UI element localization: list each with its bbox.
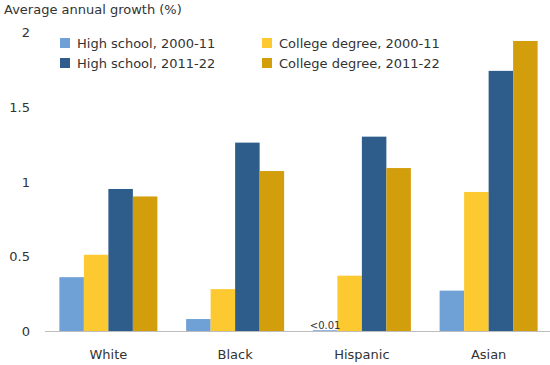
legend-label: High school, 2000-11 <box>77 36 215 51</box>
bar <box>133 196 158 331</box>
y-axis-label: Average annual growth (%) <box>4 2 182 17</box>
bar <box>108 189 133 331</box>
bar <box>235 143 260 331</box>
y-tick <box>41 256 44 257</box>
bar <box>211 289 236 331</box>
bar <box>440 291 465 331</box>
x-tick-label: Black <box>218 347 254 362</box>
y-tick <box>41 181 44 182</box>
bar <box>260 171 285 331</box>
annotation: <0.01 <box>310 320 341 331</box>
bar <box>513 41 538 331</box>
chart: Average annual growth (%) 0 0.5 1 1.5 2 White B… <box>0 0 550 365</box>
legend-swatch <box>60 38 70 48</box>
y-tick <box>41 106 44 107</box>
bar <box>84 255 109 331</box>
y-tick-label: 0.5 <box>9 249 30 264</box>
bar <box>59 277 84 331</box>
bar <box>362 137 387 331</box>
legend-label: High school, 2011-22 <box>77 56 215 71</box>
y-tick-label: 0 <box>22 324 30 339</box>
x-tick-label: Hispanic <box>334 347 389 362</box>
legend-swatch <box>60 58 70 68</box>
bars <box>59 41 537 331</box>
y-tick-label: 1 <box>22 175 30 190</box>
y-tick-label: 2 <box>22 25 30 40</box>
x-tick-label: White <box>89 347 127 362</box>
legend-label: College degree, 2000-11 <box>279 36 440 51</box>
legend-swatch <box>262 38 272 48</box>
bar <box>186 319 211 331</box>
x-tick-label: Asian <box>471 347 506 362</box>
y-tick-label: 1.5 <box>9 100 30 115</box>
x-axis-line <box>45 331 550 332</box>
legend-label: College degree, 2011-22 <box>279 56 440 71</box>
bar <box>489 71 514 331</box>
legend-swatch <box>262 58 272 68</box>
bar <box>464 192 489 331</box>
y-tick <box>41 32 44 33</box>
legend: High school, 2000-11 College degree, 2000… <box>60 36 440 71</box>
bar <box>337 276 362 331</box>
y-tick <box>41 331 44 332</box>
bar <box>386 168 411 331</box>
